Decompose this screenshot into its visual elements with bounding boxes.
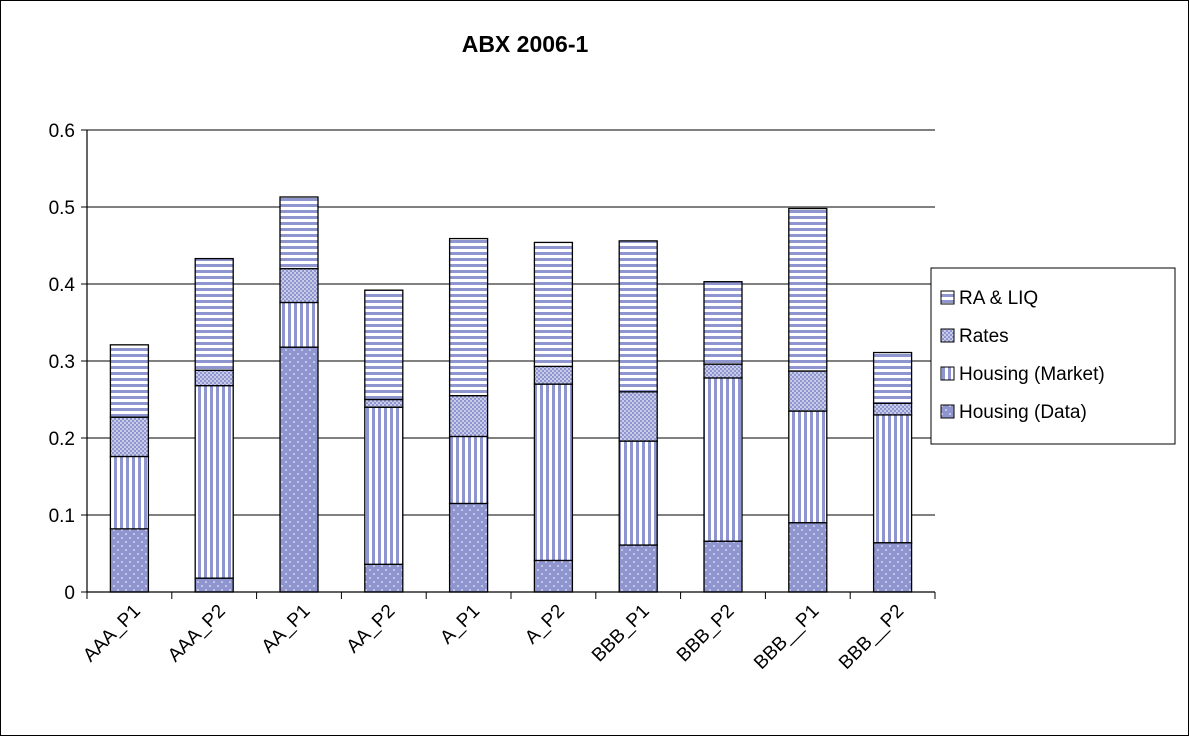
y-tick-label: 0.6	[49, 121, 75, 142]
bar-rates-a-p2	[533, 365, 574, 385]
y-tick-label: 0.1	[49, 506, 75, 527]
bar-rates-bbb--p1	[788, 370, 828, 412]
bar-housing-data-aaa-p2	[194, 577, 234, 593]
bar-stack-bbb_p1	[618, 240, 658, 593]
legend-label: RA & LIQ	[959, 288, 1038, 309]
bar-ra-liq-bbb--p2	[872, 351, 913, 404]
bar-ra-liq-a-p2	[533, 241, 574, 368]
bar-housing-market-bbb-p2	[703, 377, 743, 542]
bar-ra-liq-bbb-p2	[703, 281, 743, 365]
x-tick-label: A_P2	[521, 601, 569, 649]
bar-rates-aa-p1	[279, 267, 319, 304]
x-tick-label: BBB_P2	[673, 601, 739, 667]
y-tick-label: 0.2	[49, 429, 75, 450]
y-tick-label: 0.3	[49, 352, 75, 373]
bar-housing-market-aaa-p1	[109, 455, 150, 530]
bar-ra-liq-bbb-p1	[618, 240, 658, 393]
bar-housing-data-aa-p2	[364, 563, 404, 593]
legend-swatch	[940, 366, 955, 381]
bar-ra-liq-a-p1	[448, 237, 489, 397]
y-tick-label: 0.4	[49, 275, 76, 296]
bar-stack-aaa_p2	[194, 257, 234, 593]
legend-item-ra-liq: RA & LIQ	[940, 288, 1038, 309]
bar-ra-liq-aa-p1	[279, 196, 319, 270]
bar-housing-market-bbb--p2	[872, 414, 913, 544]
bar-housing-data-bbb--p2	[872, 542, 913, 593]
bar-stack-aaa_p1	[109, 344, 150, 593]
bar-housing-data-bbb--p1	[788, 522, 828, 593]
legend-label: Housing (Data)	[959, 402, 1087, 423]
legend-item-housing-market: Housing (Market)	[940, 364, 1105, 385]
legend-box	[930, 267, 1176, 445]
bar-housing-data-a-p2	[533, 559, 574, 593]
bar-rates-a-p1	[448, 394, 489, 438]
legend-swatch	[940, 328, 955, 343]
bar-rates-aa-p2	[364, 398, 404, 408]
legend: RA & LIQ Rates Housing (Market) Housing (Da…	[930, 267, 1176, 445]
bar-housing-market-bbb-p1	[618, 440, 658, 546]
bar-housing-market-bbb--p1	[788, 410, 828, 524]
bar-ra-liq-aa-p2	[364, 289, 404, 401]
bar-rates-bbb-p1	[618, 391, 658, 442]
x-tick-label: AA_P2	[343, 601, 400, 658]
x-tick-label: BBB_P1	[588, 601, 654, 667]
bar-ra-liq-aaa-p1	[109, 344, 150, 418]
bar-stack-a_p2	[533, 241, 574, 593]
bars	[109, 196, 913, 593]
bar-rates-aaa-p2	[194, 369, 234, 387]
legend-item-housing-data: Housing (Data)	[940, 402, 1087, 423]
bar-housing-data-aaa-p1	[109, 528, 150, 593]
bar-stack-bbb__p1	[788, 207, 828, 593]
bar-ra-liq-bbb--p1	[788, 207, 828, 372]
bar-housing-data-a-p1	[448, 502, 489, 593]
x-tick-label: AAA_P1	[79, 601, 145, 667]
bar-rates-bbb-p2	[703, 363, 743, 379]
x-tick-label: A_P1	[436, 601, 484, 649]
bar-housing-market-aa-p2	[364, 406, 404, 565]
bar-rates-aaa-p1	[109, 416, 150, 458]
bar-housing-market-a-p1	[448, 435, 489, 505]
x-tick-label: AAA_P2	[164, 601, 230, 667]
y-axis-ticks: 0 0.1 0.2 0.3 0.4 0.5 0.6	[49, 121, 87, 604]
bar-stack-aa_p2	[364, 289, 404, 593]
legend-label: Rates	[959, 326, 1009, 347]
bar-housing-data-aa-p1	[279, 346, 319, 593]
bar-stack-aa_p1	[279, 196, 319, 593]
bar-stack-bbb__p2	[872, 351, 913, 593]
chart-title: ABX 2006-1	[462, 31, 589, 57]
bar-rates-bbb--p2	[872, 402, 913, 416]
bar-housing-market-a-p2	[533, 383, 574, 562]
x-tick-label: AA_P1	[258, 601, 315, 658]
x-tick-label: BBB__P2	[835, 601, 908, 674]
legend-swatch	[940, 290, 955, 305]
bar-housing-market-aa-p1	[279, 301, 319, 348]
y-tick-label: 0	[64, 583, 75, 604]
y-tick-label: 0.5	[49, 198, 75, 219]
legend-label: Housing (Market)	[959, 364, 1105, 385]
legend-item-rates: Rates	[940, 326, 1009, 347]
bar-stack-bbb_p2	[703, 281, 743, 593]
bar-stack-a_p1	[448, 237, 489, 593]
bar-housing-market-aaa-p2	[194, 384, 234, 579]
x-tick-label: BBB__P1	[750, 601, 823, 674]
bar-housing-data-bbb-p1	[618, 544, 658, 593]
bar-housing-data-bbb-p2	[703, 540, 743, 593]
x-axis-ticks: AAA_P1 AAA_P2 AA_P1 AA_P2 A_P1 A_P2 BBB_P1 BBB_…	[79, 592, 936, 674]
bar-ra-liq-aaa-p2	[194, 257, 234, 371]
legend-swatch	[940, 404, 955, 419]
